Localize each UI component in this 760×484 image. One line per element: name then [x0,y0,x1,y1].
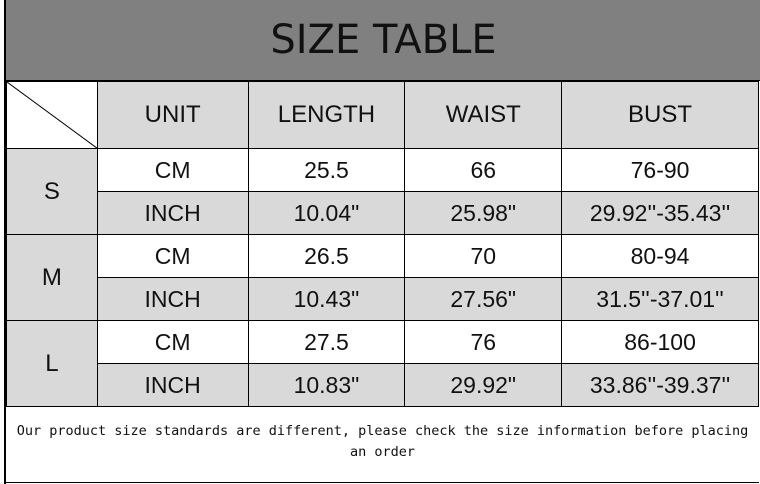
diagonal-corner-cell [6,81,98,149]
table-row: L CM 27.5 76 86-100 [6,320,759,407]
length-cell: 10.04" [247,191,406,235]
table-row: M CM 26.5 70 80-94 [6,234,759,321]
bust-cell: 76-90 [561,148,759,192]
bust-cell: 29.92''-35.43'' [561,191,759,235]
size-label: M [6,234,98,321]
bust-cell: 31.5''-37.01'' [561,277,759,321]
table-row: INCH 10.83" 29.92" 33.86''-39.37'' [7,363,759,407]
length-cell: 10.43" [247,277,406,321]
length-cell: 25.5 [247,148,406,192]
header-length: LENGTH [247,81,406,149]
waist-cell: 29.92" [404,363,563,407]
waist-cell: 76 [404,320,563,364]
unit-cell: INCH [96,191,249,235]
bust-cell: 80-94 [561,234,759,278]
waist-cell: 66 [404,148,563,192]
unit-cell: INCH [96,363,249,407]
table-title: SIZE TABLE [6,0,760,81]
size-table-container: SIZE TABLE UNIT LENGTH WAIST BUST S CM 25.… [4,0,760,484]
unit-cell: CM [96,234,249,278]
size-label: L [6,320,98,407]
size-note: Our product size standards are different… [6,412,759,483]
length-cell: 27.5 [247,320,406,364]
table-row: INCH 10.04" 25.98" 29.92''-35.43'' [7,191,759,235]
waist-cell: 27.56" [404,277,563,321]
header-unit: UNIT [96,81,249,149]
length-cell: 26.5 [247,234,406,278]
unit-cell: CM [96,148,249,192]
header-bust: BUST [561,81,759,149]
table-row: S CM 25.5 66 76-90 [6,148,759,235]
size-table: UNIT LENGTH WAIST BUST S CM 25.5 66 76-90 INC… [6,81,759,407]
bust-cell: 33.86''-39.37'' [561,363,759,407]
length-cell: 10.83" [247,363,406,407]
unit-cell: INCH [96,277,249,321]
waist-cell: 25.98" [404,191,563,235]
header-row: UNIT LENGTH WAIST BUST [6,81,759,149]
table-row: INCH 10.43" 27.56" 31.5''-37.01'' [7,277,759,321]
header-waist: WAIST [404,81,563,149]
size-label: S [6,148,98,235]
bust-cell: 86-100 [561,320,759,364]
waist-cell: 70 [404,234,563,278]
unit-cell: CM [96,320,249,364]
